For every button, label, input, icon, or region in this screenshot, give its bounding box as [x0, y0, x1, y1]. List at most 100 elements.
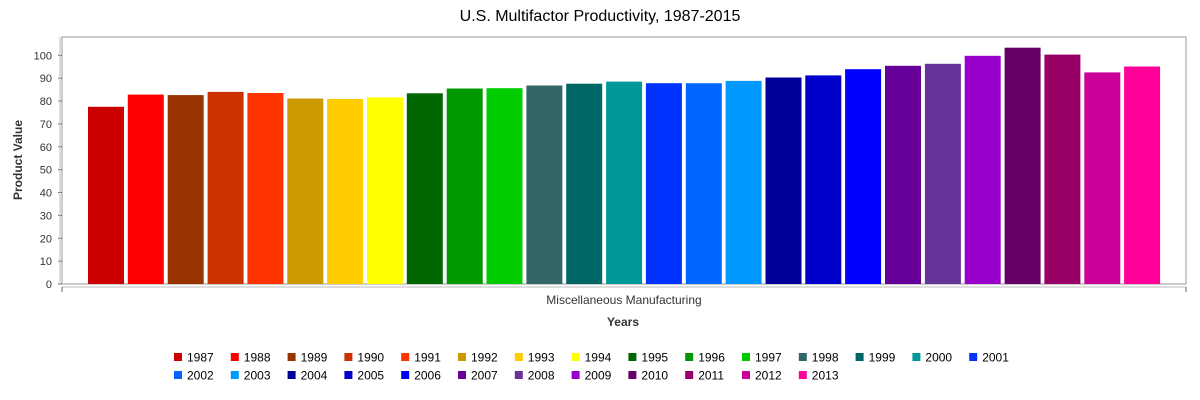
legend-swatch: [230, 371, 239, 379]
legend-label: 1987: [187, 351, 214, 365]
legend-swatch: [571, 371, 580, 379]
legend-swatch: [514, 371, 523, 379]
bar-2006: [845, 69, 882, 284]
plot-area: [61, 36, 1187, 285]
legend: 1987 1988 1989 1990 1991 1992 1993 1994 1995 1996…: [174, 351, 1009, 383]
bar-2008: [924, 63, 961, 284]
legend-label: 2002: [187, 369, 214, 383]
legend-swatch: [628, 371, 637, 379]
y-tick-label: 60: [40, 142, 52, 154]
legend-swatch: [912, 353, 921, 361]
y-tick-label: 40: [40, 188, 52, 200]
legend-item-1995: 1995: [628, 351, 668, 365]
legend-swatch: [742, 353, 750, 361]
legend-swatch: [401, 371, 410, 379]
legend-label: 2006: [414, 369, 441, 383]
legend-label: 1997: [755, 351, 782, 365]
bar-2012: [1084, 72, 1121, 285]
legend-item-1998: 1998: [798, 351, 839, 365]
bar-1990: [207, 91, 244, 285]
legend-item-1989: 1989: [287, 351, 328, 365]
bar-1995: [406, 93, 443, 284]
legend-item-1991: 1991: [401, 351, 441, 365]
legend-swatch: [514, 353, 523, 361]
y-tick-label: 100: [34, 50, 52, 62]
legend-label: 2001: [982, 351, 1009, 365]
legend-label: 1990: [357, 351, 384, 365]
legend-label: 2004: [301, 369, 328, 383]
legend-label: 1993: [528, 351, 555, 365]
legend-swatch: [458, 353, 466, 361]
bar-2002: [685, 83, 722, 284]
legend-item-2012: 2012: [742, 369, 782, 383]
legend-item-2013: 2013: [798, 369, 839, 383]
legend-swatch: [287, 371, 296, 379]
legend-label: 1996: [698, 351, 725, 365]
legend-item-1997: 1997: [742, 351, 782, 365]
y-tick-label: 70: [40, 119, 52, 131]
legend-item-2009: 2009: [571, 369, 612, 383]
y-tick-label: 20: [40, 233, 52, 245]
bar-1994: [366, 97, 403, 285]
legend-item-2010: 2010: [628, 369, 668, 383]
bar-2005: [805, 75, 842, 285]
x-axis: Miscellaneous Manufacturing: [61, 286, 1187, 307]
legend-swatch: [344, 371, 353, 379]
legend-label: 2008: [528, 369, 555, 383]
legend-label: 1995: [641, 351, 668, 365]
legend-label: 2003: [244, 369, 271, 383]
y-tick-label: 30: [40, 210, 52, 222]
legend-item-2002: 2002: [174, 369, 214, 383]
legend-label: 1998: [812, 351, 839, 365]
legend-item-2001: 2001: [969, 351, 1009, 365]
legend-swatch: [798, 371, 807, 379]
legend-label: 2011: [698, 369, 724, 383]
legend-label: 1994: [585, 351, 612, 365]
legend-label: 2007: [471, 369, 498, 383]
bar-2011: [1044, 54, 1081, 284]
bar-1992: [287, 98, 324, 284]
legend-label: 1988: [244, 351, 271, 365]
y-tick-label: 80: [40, 96, 52, 108]
legend-item-1987: 1987: [174, 351, 214, 365]
legend-item-1988: 1988: [230, 351, 271, 365]
x-axis-title: Years: [607, 315, 639, 329]
bar-1991: [247, 93, 284, 284]
legend-item-1999: 1999: [855, 351, 896, 365]
legend-swatch: [344, 353, 353, 361]
legend-item-1994: 1994: [571, 351, 612, 365]
legend-swatch: [855, 353, 864, 361]
legend-swatch: [571, 353, 580, 361]
legend-item-2005: 2005: [344, 369, 384, 383]
legend-item-2007: 2007: [458, 369, 498, 383]
bar-1987: [88, 106, 124, 284]
bar-1993: [327, 99, 364, 284]
legend-item-2006: 2006: [401, 369, 441, 383]
bar-1998: [526, 85, 563, 284]
legend-label: 1999: [869, 351, 896, 365]
legend-swatch: [798, 353, 807, 361]
legend-item-2008: 2008: [514, 369, 555, 383]
bar-1996: [446, 88, 483, 284]
legend-label: 2012: [755, 369, 782, 383]
legend-label: 2009: [585, 369, 612, 383]
legend-label: 1991: [414, 351, 441, 365]
y-axis-title: Product Value: [11, 120, 25, 200]
legend-item-2004: 2004: [287, 369, 328, 383]
chart-title: U.S. Multifactor Productivity, 1987-2015: [460, 8, 741, 25]
y-tick-label: 90: [40, 73, 52, 85]
bar-2000: [606, 81, 643, 284]
legend-swatch: [628, 353, 637, 361]
bar-2007: [885, 65, 921, 284]
bar-1988: [127, 94, 164, 284]
legend-item-1993: 1993: [514, 351, 555, 365]
legend-swatch: [287, 353, 296, 361]
bar-2013: [1124, 66, 1161, 284]
y-axis: 0 10 20 30 40 50 60 70 80 90 100: [34, 37, 62, 291]
legend-item-1990: 1990: [344, 351, 384, 365]
bar-2003: [725, 80, 762, 285]
legend-label: 2005: [357, 369, 384, 383]
bar-2010: [1004, 47, 1041, 285]
legend-item-2000: 2000: [912, 351, 952, 365]
